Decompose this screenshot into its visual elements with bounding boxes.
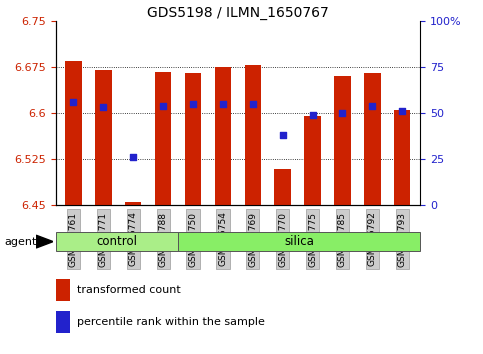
Bar bbox=[56, 279, 70, 301]
Bar bbox=[155, 72, 171, 205]
Text: agent: agent bbox=[5, 236, 37, 247]
Point bbox=[219, 101, 227, 107]
Bar bbox=[334, 76, 351, 205]
Bar bbox=[394, 110, 411, 205]
Point bbox=[339, 110, 346, 116]
Point bbox=[159, 103, 167, 109]
Point bbox=[369, 103, 376, 109]
Point bbox=[70, 99, 77, 105]
Text: control: control bbox=[96, 235, 137, 248]
Bar bbox=[244, 65, 261, 205]
Bar bbox=[56, 311, 70, 333]
Bar bbox=[274, 169, 291, 205]
Point bbox=[129, 155, 137, 160]
Bar bbox=[178, 232, 420, 251]
Point bbox=[279, 132, 286, 138]
Point bbox=[189, 101, 197, 107]
Point bbox=[398, 109, 406, 114]
Bar bbox=[95, 70, 112, 205]
Bar bbox=[185, 73, 201, 205]
Text: transformed count: transformed count bbox=[77, 285, 181, 296]
Bar bbox=[304, 116, 321, 205]
Bar bbox=[364, 73, 381, 205]
Bar bbox=[125, 202, 142, 205]
Point bbox=[99, 104, 107, 110]
Point bbox=[309, 112, 316, 117]
Point bbox=[249, 101, 256, 107]
Text: silica: silica bbox=[284, 235, 314, 248]
Title: GDS5198 / ILMN_1650767: GDS5198 / ILMN_1650767 bbox=[147, 6, 329, 20]
Bar bbox=[65, 61, 82, 205]
Bar bbox=[215, 67, 231, 205]
Text: percentile rank within the sample: percentile rank within the sample bbox=[77, 317, 265, 327]
Polygon shape bbox=[36, 235, 53, 248]
Bar bbox=[56, 232, 178, 251]
